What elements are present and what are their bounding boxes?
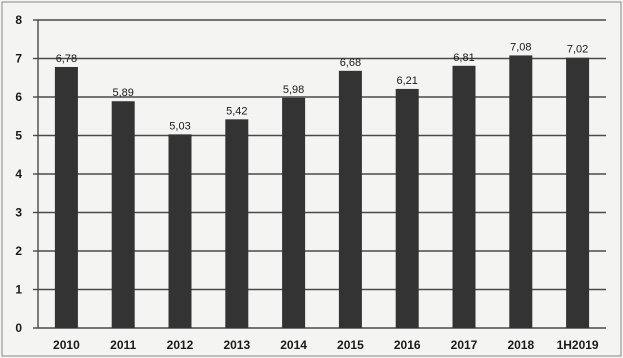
y-tick-label: 8 [15,13,22,27]
y-tick-label: 4 [15,167,22,181]
y-tick-label: 6 [15,90,22,104]
x-category-label: 2012 [167,338,194,352]
y-tick-label: 2 [15,244,22,258]
x-category-label: 2018 [507,338,534,352]
bar-2013 [225,119,249,328]
y-tick-label: 5 [15,129,22,143]
y-tick-label: 0 [15,321,22,335]
bar-1H2019 [566,57,590,328]
bar-2011 [111,101,135,328]
x-category-label: 2011 [110,338,136,352]
data-label: 5,89 [112,87,133,99]
data-label: 5,98 [283,84,304,96]
data-labels: 6,78 5,89 5,03 5,42 5,98 6,68 6,21 6,81 7,08 7,02 [56,41,589,132]
data-label: 6,78 [56,53,77,65]
data-label: 6,68 [340,57,361,69]
bar-2014 [282,97,306,329]
x-category-label: 1H2019 [557,338,599,352]
x-category-label: 2017 [451,338,478,352]
bars [54,55,590,329]
data-label: 6,21 [396,75,417,87]
x-category-label: 2013 [223,338,250,352]
bar-2012 [168,134,192,328]
data-label: 5,03 [169,120,190,132]
x-axis-categories: 2010 2011 2012 2013 2014 2015 2016 2017 2018 1H20… [53,338,599,352]
x-category-label: 2014 [280,338,307,352]
bar-2010 [54,66,78,328]
y-tick-label: 1 [15,283,22,297]
data-label: 6,81 [453,52,474,64]
bar-2017 [452,65,476,328]
bar-2015 [338,70,362,328]
x-category-label: 2016 [394,338,421,352]
x-category-label: 2010 [53,338,80,352]
x-category-label: 2015 [337,338,364,352]
bar-2018 [509,55,533,329]
data-label: 5,42 [226,105,247,117]
data-label: 7,08 [510,41,531,53]
data-label: 7,02 [567,44,588,56]
y-axis-ticks: 0 1 2 3 4 5 6 7 8 [15,13,22,335]
bar-2016 [395,88,419,328]
y-tick-label: 7 [15,52,22,66]
y-tick-label: 3 [15,206,22,220]
